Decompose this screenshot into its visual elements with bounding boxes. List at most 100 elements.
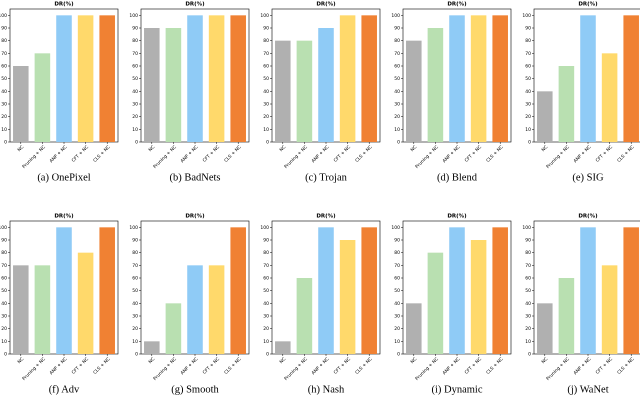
x-tick-label: Pruning + NC xyxy=(152,356,178,382)
y-tick-label: 50 xyxy=(525,288,531,294)
x-tick-label: ANP + NC xyxy=(48,356,68,376)
x-tick-label: Pruning + NC xyxy=(545,356,571,382)
y-tick-label: 30 xyxy=(1,102,7,108)
y-tick-label: 80 xyxy=(263,38,269,44)
y-tick-label: 50 xyxy=(263,288,269,294)
y-tick-label: 10 xyxy=(525,127,531,133)
bar xyxy=(296,40,313,142)
y-tick-label: 70 xyxy=(1,51,7,57)
x-tick-label: Pruning + NC xyxy=(21,144,47,170)
y-tick-label: 100 xyxy=(129,225,138,231)
y-tick-label: 50 xyxy=(525,76,531,82)
chart-title: DR(%) xyxy=(578,214,598,220)
bar xyxy=(34,53,51,143)
x-tick-label: NC xyxy=(409,144,418,153)
y-tick-label: 20 xyxy=(394,326,400,332)
x-tick-label: ANP + NC xyxy=(310,356,330,376)
bar xyxy=(208,15,225,142)
y-tick-label: 0 xyxy=(4,140,7,146)
x-tick-label: ANP + NC xyxy=(441,356,461,376)
x-tick-label: Pruning + NC xyxy=(414,144,440,170)
y-tick-label: 100 xyxy=(0,13,7,19)
caption: (g) Smooth xyxy=(171,384,219,395)
y-tick-label: 100 xyxy=(522,225,531,231)
caption: (j) WaNet xyxy=(567,384,608,395)
y-tick-label: 20 xyxy=(525,114,531,120)
bar xyxy=(339,240,356,354)
bar xyxy=(144,341,160,354)
y-tick-label: 40 xyxy=(263,89,269,95)
x-tick-label: NC xyxy=(409,356,418,365)
y-tick-label: 10 xyxy=(394,127,400,133)
bar xyxy=(230,15,246,142)
bar xyxy=(470,240,487,354)
bar xyxy=(406,40,422,142)
bar xyxy=(601,265,618,354)
y-tick-label: 90 xyxy=(1,238,7,244)
bar xyxy=(492,15,508,142)
caption: (f) Adv xyxy=(49,384,80,395)
y-tick-label: 70 xyxy=(525,263,531,269)
y-tick-label: 70 xyxy=(525,51,531,57)
x-tick-label: NC xyxy=(147,144,156,153)
bar xyxy=(208,265,225,354)
y-tick-label: 10 xyxy=(1,339,7,345)
y-tick-label: 90 xyxy=(1,26,7,32)
bar xyxy=(449,227,465,354)
y-tick-label: 0 xyxy=(135,140,138,146)
y-tick-label: 40 xyxy=(525,301,531,307)
bar xyxy=(165,28,182,142)
x-tick-label: ANP + NC xyxy=(310,144,330,164)
y-tick-label: 30 xyxy=(1,314,7,320)
y-tick-label: 90 xyxy=(394,26,400,32)
bar xyxy=(339,15,356,142)
y-tick-label: 20 xyxy=(263,114,269,120)
y-tick-label: 60 xyxy=(263,276,269,282)
bar xyxy=(99,227,115,354)
bar xyxy=(361,15,377,142)
y-tick-label: 90 xyxy=(394,238,400,244)
x-tick-label: ANP + NC xyxy=(179,356,199,376)
bar xyxy=(470,15,487,142)
x-tick-label: CFT + NC xyxy=(464,144,483,163)
caption: (e) SIG xyxy=(572,172,604,183)
y-tick-label: 90 xyxy=(525,238,531,244)
y-tick-label: 60 xyxy=(132,276,138,282)
x-tick-label: CFT + NC xyxy=(464,356,483,375)
y-tick-label: 100 xyxy=(260,225,269,231)
x-tick-label: NC xyxy=(278,144,287,153)
x-tick-label: NC xyxy=(16,144,25,153)
bar xyxy=(601,53,618,143)
x-tick-label: NC xyxy=(540,356,549,365)
bar xyxy=(580,227,596,354)
x-tick-label: CFT + NC xyxy=(202,144,221,163)
bar xyxy=(56,227,72,354)
chart-title: DR(%) xyxy=(578,2,598,8)
y-tick-label: 30 xyxy=(263,102,269,108)
caption: (a) OnePixel xyxy=(37,172,90,183)
y-tick-label: 30 xyxy=(132,102,138,108)
y-tick-label: 80 xyxy=(525,250,531,256)
caption: (c) Trojan xyxy=(305,172,347,183)
bar xyxy=(165,303,182,354)
y-tick-label: 80 xyxy=(525,38,531,44)
chart-title: DR(%) xyxy=(185,214,205,220)
y-tick-label: 30 xyxy=(525,102,531,108)
y-tick-label: 100 xyxy=(391,225,400,231)
y-tick-label: 50 xyxy=(1,76,7,82)
y-tick-label: 60 xyxy=(132,64,138,70)
y-tick-label: 80 xyxy=(394,250,400,256)
x-tick-label: CFT + NC xyxy=(595,144,614,163)
y-tick-label: 60 xyxy=(525,64,531,70)
bar xyxy=(187,265,203,354)
x-tick-label: CLS + NC xyxy=(354,144,374,164)
bar xyxy=(13,265,29,354)
y-tick-label: 80 xyxy=(132,38,138,44)
bar xyxy=(318,28,334,142)
y-tick-label: 40 xyxy=(132,301,138,307)
y-tick-label: 10 xyxy=(263,339,269,345)
y-tick-label: 10 xyxy=(263,127,269,133)
bar xyxy=(275,341,291,354)
bar xyxy=(558,66,575,142)
y-tick-label: 80 xyxy=(1,250,7,256)
